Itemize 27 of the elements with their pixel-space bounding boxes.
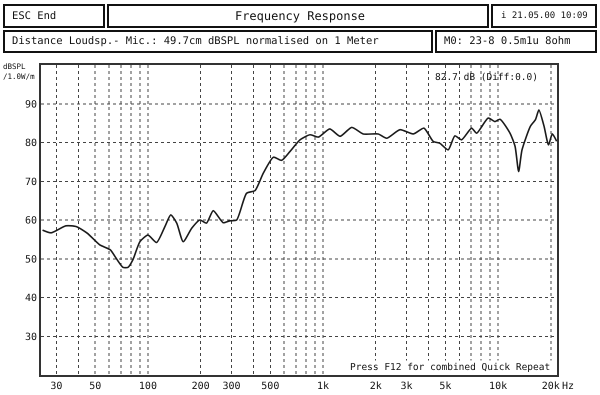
x-tick-label: 1k bbox=[316, 381, 330, 392]
annotation: Press F12 for combined Quick Repeat bbox=[350, 362, 550, 373]
x-axis-title: Hz bbox=[562, 381, 574, 392]
x-tick-label: 10k bbox=[489, 381, 508, 392]
x-tick-label: 20k bbox=[542, 381, 560, 392]
y-tick-label: 90 bbox=[24, 99, 37, 110]
x-tick-label: 300 bbox=[222, 381, 240, 392]
annotation: 82.7 dB (Diff:0.0) bbox=[435, 72, 538, 83]
text: Distance Loudsp.- Mic.: 49.7cm dBSPL normalised on 1 Meter bbox=[12, 35, 379, 47]
x-tick-label: 100 bbox=[138, 381, 157, 392]
x-tick-label: 500 bbox=[261, 381, 280, 392]
text: i 21.05.00 10:09 bbox=[501, 11, 588, 21]
text: M0: 23-8 0.5m1u 8ohm bbox=[444, 35, 570, 47]
y-tick-label: 80 bbox=[24, 138, 37, 149]
y-tick-label: 70 bbox=[24, 176, 37, 188]
x-tick-label: 5k bbox=[439, 381, 452, 392]
x-tick-label: 50 bbox=[89, 381, 102, 392]
x-tick-label: 2k bbox=[370, 381, 382, 392]
x-tick-label: 200 bbox=[192, 381, 210, 392]
y-tick-label: 30 bbox=[24, 332, 37, 343]
y-tick-label: 50 bbox=[24, 254, 37, 266]
x-tick-label: 30 bbox=[50, 381, 62, 392]
y-tick-label: 40 bbox=[24, 293, 37, 304]
y-tick-label: 60 bbox=[24, 216, 37, 226]
text: ESC End bbox=[12, 10, 56, 22]
chart-title: Frequency Response bbox=[234, 9, 366, 24]
x-tick-label: 3k bbox=[400, 381, 413, 392]
